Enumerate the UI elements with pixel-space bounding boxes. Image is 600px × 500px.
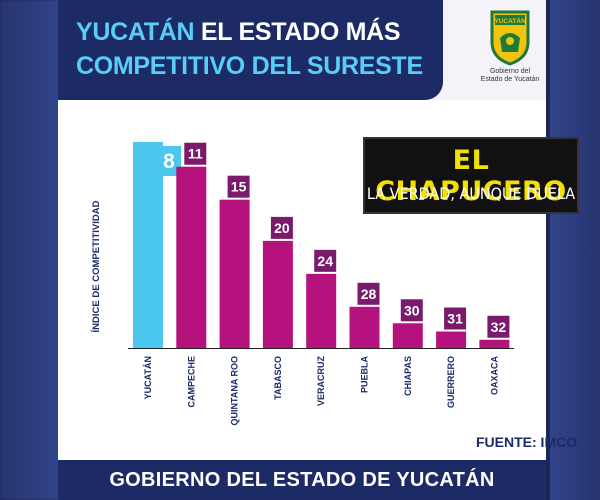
source-label: FUENTE: IMCO [476,434,578,450]
coat-of-arms-icon: YUCATÁN [490,10,530,66]
title-rest: EL ESTADO MÁS [194,18,401,46]
value-box-7 [444,307,467,330]
watermark-logo: EL CHAPUCERO LA VERDAD, AUNQUE DUELA [363,137,579,214]
bar-2 [219,199,250,348]
header: YUCATÁN EL ESTADO MÁS COMPETITIVO DEL SU… [58,0,546,100]
bar-7 [436,331,467,348]
value-label-4: 24 [317,253,333,269]
logo-line-1: Gobierno del [489,68,531,75]
value-box-3 [270,216,293,239]
government-logo: YUCATÁN Gobierno del Estado de Yucatán [478,8,542,90]
value-label-5: 28 [361,286,377,302]
logo-emblem-text: YUCATÁN [494,16,526,25]
category-label-6: CHIAPAS [403,356,413,396]
value-label-3: 20 [274,220,290,236]
bar-4 [306,273,337,348]
value-label-2: 15 [231,179,247,195]
y-axis-label: ÍNDICE DE COMPETITIVIDAD [91,200,102,332]
bar-1 [176,166,207,348]
value-label-8: 32 [491,319,507,335]
category-label-1: CAMPECHE [186,356,196,408]
logo-line-2: Estado de Yucatán [480,76,540,83]
bar-5 [349,306,380,348]
value-box-5 [357,282,380,305]
background-right [550,0,600,500]
bar-chart: ÍNDICE DE COMPETITIVIDAD 8 YUCATÁN 11 CAMPEC… [91,142,514,426]
category-label-2: QUINTANA ROO [230,356,240,426]
title-highlight: YUCATÁN [76,18,195,46]
category-label-5: PUEBLA [360,356,370,394]
value-label-6: 30 [404,302,420,318]
watermark-title: EL CHAPUCERO [375,145,567,207]
value-box-1 [184,142,207,165]
footer: GOBIERNO DEL ESTADO DE YUCATÁN [58,460,546,500]
card: YUCATÁN EL ESTADO MÁS COMPETITIVO DEL SU… [58,0,577,500]
value-box-6 [400,299,423,322]
value-label-1: 11 [188,146,203,162]
bar-8 [479,339,510,348]
title-band: YUCATÁN EL ESTADO MÁS COMPETITIVO DEL SU… [58,0,443,100]
category-label-3: TABASCO [273,356,283,400]
bar-0 [133,142,163,348]
value-box-8 [487,315,510,338]
value-label-0: 8 [163,150,175,173]
background-left [0,0,60,500]
category-label-8: OAXACA [489,356,499,396]
value-label-7: 31 [447,311,463,327]
title-line-2: COMPETITIVO DEL SURESTE [76,52,423,80]
watermark-subtitle: LA VERDAD, AUNQUE DUELA [366,184,576,203]
category-label-0: YUCATÁN [143,356,153,399]
footer-text: GOBIERNO DEL ESTADO DE YUCATÁN [109,469,495,491]
category-label-7: GUERRERO [446,356,456,408]
title-line-1: YUCATÁN EL ESTADO MÁS [76,18,401,47]
category-label-4: VERACRUZ [316,356,326,407]
bar-3 [262,240,293,348]
value-box-4 [314,249,337,272]
bar-6 [392,323,423,348]
value-box-2 [227,175,250,198]
